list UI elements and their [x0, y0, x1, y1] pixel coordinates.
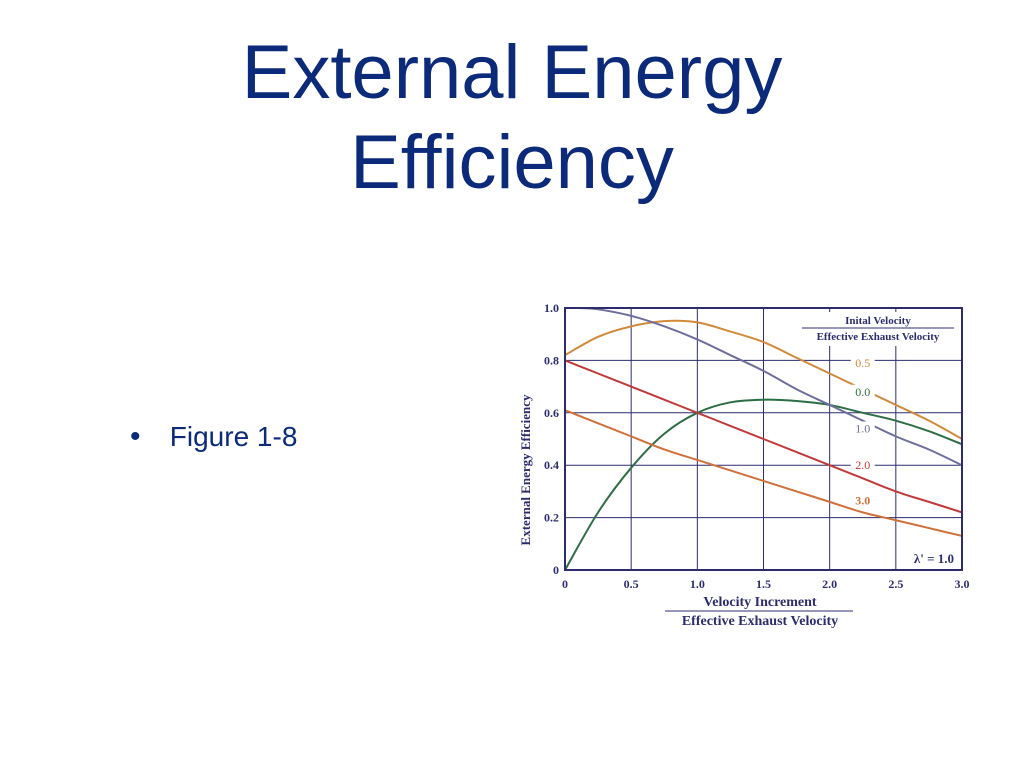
x-axis-label: Velocity Increment — [703, 595, 816, 610]
series-line-3.0 — [564, 409, 963, 537]
x-tick-label: 3.0 — [955, 577, 970, 591]
legend-header-background — [800, 312, 960, 346]
series-label-background — [850, 421, 875, 436]
slide-title-line-1: External Energy — [241, 30, 783, 115]
bullet-text: Figure 1-8 — [169, 421, 298, 452]
efficiency-chart: 0 0.5 1.0 1.5 2.0 2.5 3.0 0 0.2 0.4 0.6 0.8 1.0 Exte… — [518, 301, 970, 629]
x-tick-label: 0.5 — [624, 577, 639, 591]
slide-title-line-2: Efficiency — [350, 120, 674, 205]
y-tick-label: 0.6 — [544, 406, 559, 420]
series-label-background — [850, 355, 875, 370]
series-label-0.0: 0.0 — [855, 385, 870, 399]
series-line-2.0 — [564, 359, 963, 514]
bullet-item: • Figure 1-8 — [130, 420, 297, 454]
x-tick-label: 1.5 — [756, 577, 771, 591]
series-label-0.5: 0.5 — [855, 356, 870, 370]
lambda-annotation: λ' = 1.0 — [914, 551, 954, 566]
legend-title-denominator: Effective Exhaust Velocity — [817, 331, 940, 343]
series-line-0.5 — [564, 319, 963, 440]
series-line-1.0 — [578, 307, 963, 467]
plot-frame — [564, 307, 963, 571]
y-tick-label: 0.8 — [544, 353, 559, 367]
slide-title: External Energy Efficiency — [0, 28, 1024, 208]
series-label-1.0: 1.0 — [855, 421, 870, 435]
series-labels: 0.5 0.0 1.0 2.0 3.0 — [850, 355, 875, 508]
series-line-0.0 — [564, 398, 963, 571]
series-label-background — [850, 458, 875, 473]
x-tick-label: 0 — [562, 577, 568, 591]
legend-title: Inital Velocity — [845, 315, 911, 327]
series-label-2.0: 2.0 — [855, 458, 870, 472]
series-label-background — [850, 493, 875, 508]
x-tick-label: 1.0 — [690, 577, 705, 591]
x-tick-label: 2.5 — [888, 577, 903, 591]
series-label-background — [850, 384, 875, 399]
x-axis-label-denominator: Effective Exhaust Velocity — [682, 614, 838, 629]
series-lines — [564, 307, 963, 571]
y-tick-label: 1.0 — [544, 301, 559, 315]
y-axis-label: External Energy Efficiency — [518, 394, 533, 545]
y-tick-label: 0.4 — [544, 458, 559, 472]
y-tick-label: 0.2 — [544, 511, 559, 525]
x-tick-label: 2.0 — [822, 577, 837, 591]
bullet-dot-icon: • — [130, 420, 141, 453]
series-label-3.0: 3.0 — [855, 494, 870, 508]
y-tick-label: 0 — [553, 563, 559, 577]
